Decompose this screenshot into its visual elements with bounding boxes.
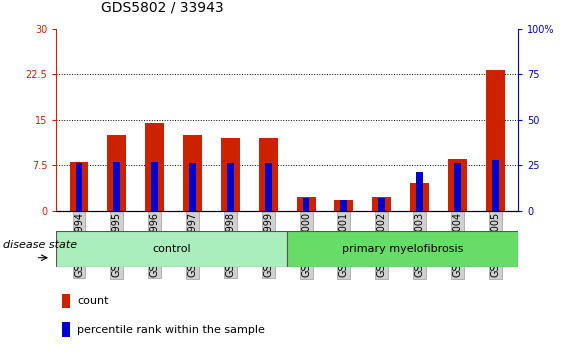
Bar [372,197,391,211]
Bar [56,231,287,267]
Bar [189,163,196,211]
Bar [297,197,315,211]
Bar [62,322,70,337]
Bar [221,138,240,211]
Bar [303,198,310,211]
Bar [259,138,278,211]
Text: percentile rank within the sample: percentile rank within the sample [77,325,265,335]
Bar [416,172,423,211]
Text: disease state: disease state [3,240,77,250]
Bar [341,200,347,211]
Bar [454,163,461,211]
Bar [151,162,158,211]
Bar [448,159,467,211]
Bar [287,231,518,267]
Bar [183,135,202,211]
Bar [410,183,429,211]
Text: primary myelofibrosis: primary myelofibrosis [342,244,463,254]
Bar [145,123,164,211]
Text: GDS5802 / 33943: GDS5802 / 33943 [101,0,224,15]
Bar [378,198,385,211]
Bar [227,163,234,211]
Bar [492,160,499,211]
Bar [62,294,70,308]
Bar [75,163,82,211]
Bar [108,135,126,211]
Bar [265,163,271,211]
Text: control: control [153,244,191,254]
Bar [334,200,354,211]
Bar [486,70,504,211]
Bar [70,162,88,211]
Text: count: count [77,296,109,306]
Bar [113,162,120,211]
